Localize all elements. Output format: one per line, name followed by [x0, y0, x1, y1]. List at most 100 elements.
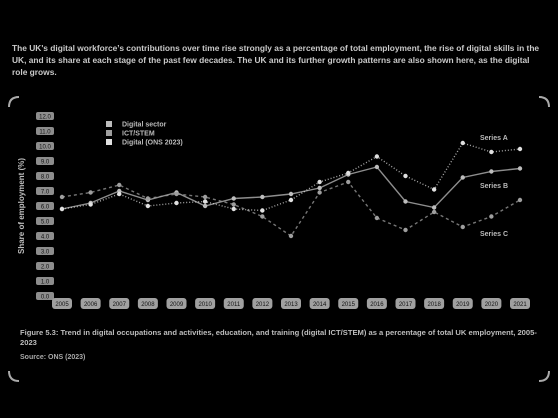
- legend-swatch: [106, 121, 112, 127]
- data-point: [460, 140, 465, 146]
- data-point: [517, 146, 523, 152]
- series-line: [61, 181, 521, 237]
- data-point: [202, 199, 208, 204]
- data-point: [88, 190, 93, 195]
- data-point: [431, 187, 437, 192]
- data-point: [117, 182, 122, 188]
- x-tick-box: [223, 298, 244, 309]
- corner-bracket-icon: [538, 370, 550, 382]
- data-point: [231, 206, 236, 212]
- y-axis-label: Share of employment (%): [17, 158, 26, 254]
- data-point: [174, 200, 179, 206]
- y-tick-box: [36, 172, 54, 180]
- x-tick-label: 2020: [485, 302, 499, 308]
- x-tick-label: 2006: [84, 302, 98, 308]
- data-point: [489, 169, 494, 174]
- x-tick-label: 2018: [427, 302, 441, 308]
- x-tick-box: [252, 298, 273, 309]
- y-tick-label: 1.0: [41, 280, 50, 286]
- x-tick-box: [452, 298, 473, 309]
- data-point: [374, 154, 380, 159]
- y-tick-box: [36, 262, 54, 270]
- data-point: [317, 185, 322, 191]
- data-point: [231, 196, 236, 201]
- data-point: [288, 197, 294, 203]
- y-tick-label: 6.0: [41, 205, 50, 211]
- figure-caption: Figure 5.3: Trend in digital occupations…: [20, 328, 537, 347]
- y-tick-label: 8.0: [41, 175, 50, 181]
- data-point: [317, 179, 322, 185]
- data-point: [403, 173, 408, 179]
- x-tick-label: 2014: [313, 302, 327, 308]
- data-point: [431, 205, 437, 210]
- x-tick-label: 2005: [55, 302, 69, 308]
- annotation-label: Series B: [480, 183, 508, 190]
- x-tick-box: [510, 298, 530, 309]
- x-tick-box: [137, 298, 158, 309]
- x-tick-label: 2009: [170, 302, 184, 308]
- legend-swatch: [106, 130, 112, 136]
- corner-bracket-icon: [8, 370, 20, 382]
- y-tick-box: [36, 127, 54, 135]
- y-tick-box: [36, 202, 54, 210]
- data-point: [202, 194, 208, 200]
- data-point: [460, 224, 465, 230]
- y-tick-label: 7.0: [41, 190, 50, 196]
- x-tick-label: 2010: [198, 302, 212, 308]
- data-point: [346, 179, 351, 185]
- legend-swatch: [106, 139, 112, 145]
- series-line: [61, 166, 521, 210]
- x-tick-label: 2012: [256, 302, 270, 308]
- data-point: [145, 203, 151, 209]
- data-point: [403, 227, 408, 233]
- x-tick-label: 2013: [284, 302, 298, 308]
- x-tick-label: 2007: [113, 302, 127, 308]
- x-tick-label: 2011: [227, 302, 241, 308]
- y-tick-label: 9.0: [41, 160, 50, 166]
- source-note: Source: ONS (2023): [20, 354, 86, 361]
- x-tick-label: 2021: [513, 302, 527, 308]
- y-tick-box: [36, 217, 54, 225]
- y-tick-box: [36, 277, 54, 285]
- data-point: [517, 197, 523, 203]
- x-tick-box: [309, 298, 330, 309]
- data-point: [460, 175, 465, 180]
- y-tick-box: [36, 247, 54, 255]
- data-point: [88, 202, 93, 207]
- data-point: [489, 214, 494, 219]
- data-point: [517, 166, 523, 171]
- y-tick-label: 2.0: [41, 265, 50, 271]
- x-tick-box: [366, 298, 387, 309]
- legend-label: ICT/STEM: [122, 131, 155, 138]
- data-point: [231, 202, 236, 207]
- x-tick-label: 2008: [141, 302, 155, 308]
- data-point: [403, 199, 408, 204]
- annotation-label: Series A: [480, 135, 508, 142]
- x-tick-label: 2016: [370, 302, 384, 308]
- data-point: [260, 194, 265, 200]
- legend-label: Digital (ONS 2023): [122, 140, 183, 147]
- data-point: [260, 208, 265, 213]
- data-point: [202, 203, 208, 209]
- data-point: [317, 190, 322, 195]
- data-point: [346, 170, 351, 176]
- y-tick-label: 10.0: [39, 145, 51, 151]
- x-tick-box: [166, 298, 187, 309]
- y-tick-box: [36, 157, 54, 165]
- corner-bracket-icon: [8, 96, 20, 108]
- x-tick-label: 2019: [456, 302, 470, 308]
- data-point: [374, 215, 380, 221]
- data-point: [431, 209, 437, 215]
- y-tick-label: 5.0: [41, 220, 50, 226]
- x-tick-box: [395, 298, 416, 309]
- intro-paragraph: The UK's digital workforce’s contributio…: [12, 43, 540, 77]
- y-tick-box: [36, 232, 54, 240]
- x-tick-box: [424, 298, 445, 309]
- data-point: [59, 206, 65, 212]
- data-point: [174, 191, 179, 197]
- y-tick-label: 4.0: [41, 235, 50, 241]
- legend-label: Digital sector: [122, 122, 167, 129]
- x-tick-box: [52, 298, 72, 309]
- corner-bracket-icon: [538, 96, 550, 108]
- data-point: [489, 149, 494, 155]
